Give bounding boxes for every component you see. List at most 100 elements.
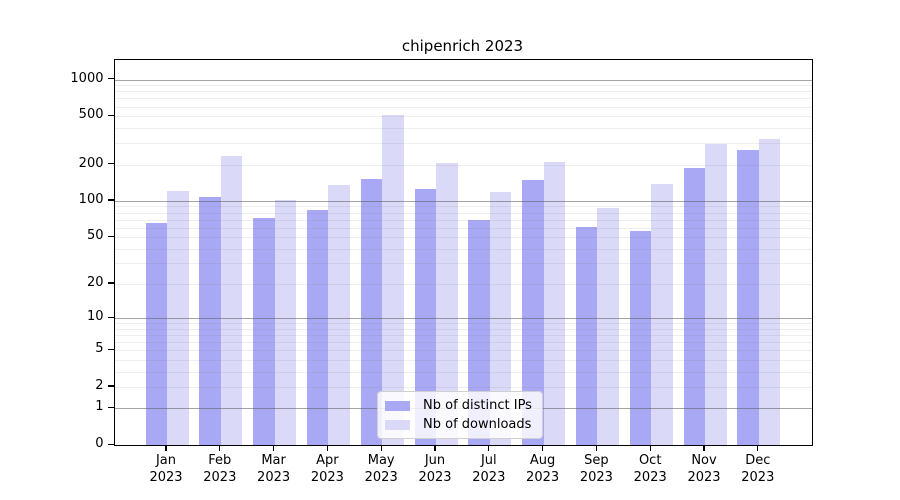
gridline-800 [115, 91, 812, 93]
y-tick-label-100: 100 [78, 191, 104, 207]
y-tick-10 [107, 316, 114, 319]
bar-distinct-ips-sep [575, 226, 598, 445]
gridline-30 [115, 263, 812, 265]
y-tick-500 [107, 114, 114, 117]
legend-swatch-downloads [385, 419, 410, 430]
y-tick-label-0: 0 [95, 436, 104, 451]
gridline-9 [115, 323, 812, 325]
bar-downloads-oct [651, 184, 673, 445]
x-tick-label-feb: Feb 2023 [192, 452, 248, 486]
bar-distinct-ips-mar [253, 218, 275, 445]
bar-downloads-dec [758, 138, 781, 445]
gridline-60 [115, 227, 812, 229]
gridline-600 [115, 106, 812, 108]
x-tick-oct [649, 445, 651, 451]
x-tick-apr [326, 445, 329, 451]
x-tick-feb [219, 445, 221, 451]
gridline-7 [115, 335, 812, 337]
y-tick-0 [107, 443, 114, 445]
legend-row-distinct-ips: Nb of distinct IPs [385, 397, 532, 414]
y-tick-label-20: 20 [86, 274, 104, 290]
x-tick-year-nov: 2023 [687, 470, 721, 485]
x-tick-year-apr: 2023 [310, 470, 344, 485]
y-tick-label-10: 10 [86, 309, 104, 325]
x-tick-year-aug: 2023 [526, 470, 560, 485]
bar-downloads-mar [274, 200, 297, 445]
x-tick-label-dec: Dec 2023 [730, 452, 786, 486]
gridline-80 [115, 212, 812, 214]
gridline-5 [115, 350, 812, 352]
y-tick-label-500: 500 [78, 107, 104, 123]
y-tick-20 [107, 282, 114, 284]
y-tick-label-2: 2 [95, 377, 104, 393]
x-tick-label-aug: Aug 2023 [515, 452, 571, 486]
bar-downloads-aug [543, 161, 566, 445]
x-tick-sep [595, 445, 598, 451]
x-tick-label-jun: Jun 2023 [407, 452, 463, 486]
y-tick-1 [107, 406, 114, 409]
bar-distinct-ips-jul [468, 219, 490, 445]
y-tick-50 [107, 235, 114, 237]
x-tick-label-nov: Nov 2023 [676, 452, 732, 486]
gridline-50 [115, 237, 812, 239]
gridline-8 [115, 328, 812, 330]
x-tick-year-feb: 2023 [203, 470, 237, 485]
y-tick-label-1: 1 [95, 399, 104, 415]
x-tick-label-mar: Mar 2023 [246, 452, 302, 486]
plot-area [114, 59, 813, 446]
bar-distinct-ips-dec [737, 150, 759, 445]
bar-distinct-ips-jan [145, 223, 167, 445]
bar-downloads-jun [436, 162, 458, 445]
x-tick-aug [541, 445, 544, 451]
x-tick-year-dec: 2023 [741, 470, 775, 485]
x-tick-year-may: 2023 [364, 470, 398, 485]
x-tick-label-jul: Jul 2023 [461, 452, 517, 486]
gridline-10 [115, 318, 812, 320]
gridline-40 [115, 248, 812, 250]
legend: Nb of distinct IPs Nb of downloads [377, 391, 543, 439]
x-tick-jan [165, 445, 167, 451]
gridline-400 [115, 127, 812, 129]
x-tick-label-jan: Jan 2023 [138, 452, 194, 486]
legend-swatch-distinct-ips [385, 400, 410, 411]
gridline-20 [115, 283, 812, 285]
gridline-900 [115, 85, 812, 87]
legend-label-downloads: Nb of downloads [423, 417, 532, 432]
x-tick-year-jan: 2023 [149, 470, 183, 485]
y-tick-1000 [107, 78, 114, 80]
gridline-4 [115, 359, 812, 361]
x-tick-mar [272, 445, 275, 451]
y-tick-200 [107, 163, 114, 165]
y-tick-label-50: 50 [86, 228, 104, 244]
gridline-500 [115, 116, 812, 118]
x-tick-nov [703, 445, 705, 451]
bar-distinct-ips-oct [629, 231, 652, 445]
bar-downloads-feb [220, 156, 243, 445]
chart-title: chipenrich 2023 [401, 37, 524, 55]
bar-downloads-jan [167, 190, 189, 445]
gridline-700 [115, 98, 812, 100]
y-tick-label-5: 5 [95, 341, 104, 357]
bar-distinct-ips-feb [199, 196, 221, 445]
y-tick-5 [107, 348, 114, 351]
gridline-200 [115, 164, 812, 166]
x-tick-year-mar: 2023 [257, 470, 291, 485]
x-tick-label-oct: Oct 2023 [622, 452, 678, 486]
legend-label-distinct-ips: Nb of distinct IPs [423, 398, 532, 413]
gridline-300 [115, 143, 812, 145]
y-tick-100 [107, 199, 114, 201]
y-tick-label-1000: 1000 [70, 70, 104, 86]
x-tick-year-jul: 2023 [472, 470, 506, 485]
x-tick-jun [434, 445, 436, 451]
x-tick-label-apr: Apr 2023 [299, 452, 355, 486]
gridline-3 [115, 371, 812, 373]
legend-row-downloads: Nb of downloads [385, 416, 532, 433]
bar-distinct-ips-aug [522, 180, 544, 445]
x-tick-label-sep: Sep 2023 [568, 452, 624, 486]
bar-distinct-ips-nov [683, 168, 705, 445]
gridline-70 [115, 219, 812, 221]
x-tick-dec [757, 445, 759, 451]
x-tick-may [380, 445, 382, 451]
bar-downloads-apr [328, 185, 350, 445]
